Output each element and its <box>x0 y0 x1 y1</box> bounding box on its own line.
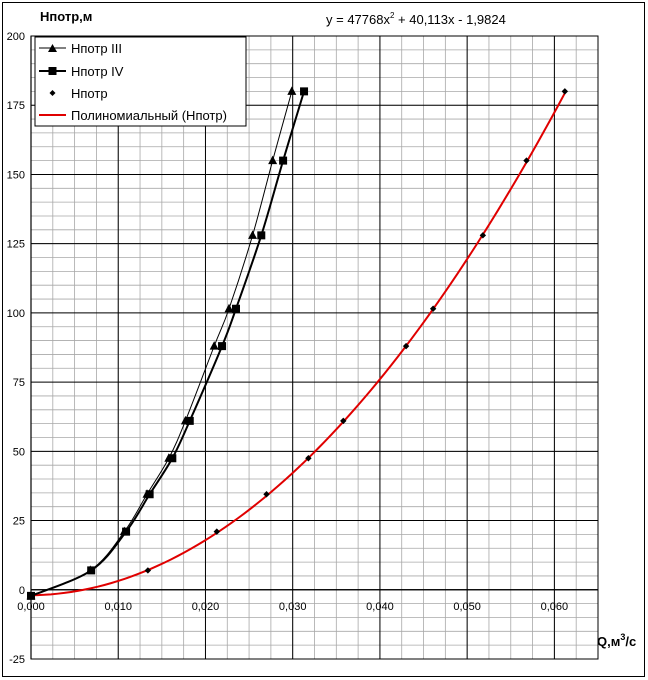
x-tick-label: 0,000 <box>17 601 45 613</box>
legend-label-series-4: Полиномиальный (Нпотр) <box>71 108 227 123</box>
series-layer <box>26 86 569 600</box>
tick-labels: -25 0 25 50 75 100 125 150 175 200 0,000 0,010 0,020… <box>7 31 569 666</box>
equation-suffix: + 40,113x - 1,9824 <box>394 12 505 27</box>
legend-item-series-2: Нпотр IV <box>39 64 124 79</box>
series-3-point <box>523 157 530 164</box>
legend: Нпотр III Нпотр IV Нпотр Полиномиальный … <box>34 36 247 127</box>
series-2-point <box>300 87 309 96</box>
series-2-point <box>87 566 96 575</box>
series-1-point <box>209 341 219 350</box>
axes <box>30 35 599 660</box>
legend-item-series-4: Полиномиальный (Нпотр) <box>39 108 227 123</box>
x-axis-title-base: Q,м <box>597 634 620 649</box>
legend-box <box>34 36 247 127</box>
y-tick-label: 175 <box>7 100 25 112</box>
y-tick-label: 125 <box>7 239 25 251</box>
y-tick-label: 25 <box>13 516 25 528</box>
x-axis-title: Q,м3/с <box>597 632 636 649</box>
legend-marker-triangle <box>48 44 57 52</box>
series-trendline-line <box>30 92 566 597</box>
x-tick-label: 0,010 <box>104 601 132 613</box>
series-2-point <box>145 490 154 499</box>
series-3-point <box>561 88 569 95</box>
series-1-point <box>287 86 297 95</box>
series-2-point <box>279 156 288 165</box>
series-3-point <box>144 567 152 574</box>
y-tick-label: 100 <box>7 308 25 320</box>
legend-label-series-2: Нпотр IV <box>71 64 124 79</box>
y-tick-label: -25 <box>9 654 25 666</box>
x-tick-label: 0,030 <box>279 601 307 613</box>
minor-gridlines <box>30 35 599 660</box>
series-2-point <box>257 231 266 240</box>
series-3-point <box>263 491 270 498</box>
x-tick-label: 0,040 <box>366 601 394 613</box>
x-tick-label: 0,020 <box>192 601 220 613</box>
legend-item-series-3: Нпотр <box>49 86 108 101</box>
y-tick-label: 0 <box>19 585 25 597</box>
series-3-point <box>479 232 487 239</box>
series-1-point <box>224 303 234 313</box>
legend-marker-square <box>48 67 57 75</box>
x-tick-label: 0,060 <box>541 601 569 613</box>
series-2-point <box>231 304 240 313</box>
equation-prefix: y = 47768x <box>326 12 390 27</box>
series-2-point <box>185 416 194 425</box>
series-3-point <box>429 305 437 312</box>
x-axis-title-superscript: 3 <box>620 632 625 642</box>
series-2-point <box>218 342 227 351</box>
trendline-equation: y = 47768x2 + 40,113x - 1,9824 <box>326 11 506 27</box>
series-2-point <box>122 527 131 536</box>
series-3-markers <box>27 88 569 600</box>
series-3-point <box>402 342 410 350</box>
x-tick-label: 0,050 <box>453 601 481 613</box>
series-1-point <box>248 230 258 239</box>
series-3-point <box>27 592 35 600</box>
legend-label-series-1: Нпотр III <box>71 41 122 56</box>
series-3-point <box>305 455 312 462</box>
y-tick-label: 150 <box>7 169 25 181</box>
y-axis-title: Нпотр,м <box>40 9 92 24</box>
y-tick-label: 50 <box>13 446 25 458</box>
y-tick-label: 200 <box>7 31 25 43</box>
x-axis-title-tail: /с <box>625 634 636 649</box>
series-3-point <box>213 528 221 535</box>
series-2-line <box>30 91 305 597</box>
legend-item-series-1: Нпотр III <box>39 41 122 56</box>
equation-superscript: 2 <box>390 11 395 20</box>
series-3-point <box>340 417 347 425</box>
series-1-point <box>268 155 278 165</box>
series-2-point <box>168 454 177 463</box>
legend-label-series-3: Нпотр <box>71 86 108 101</box>
legend-marker-diamond <box>49 90 56 96</box>
y-tick-label: 75 <box>13 377 25 389</box>
